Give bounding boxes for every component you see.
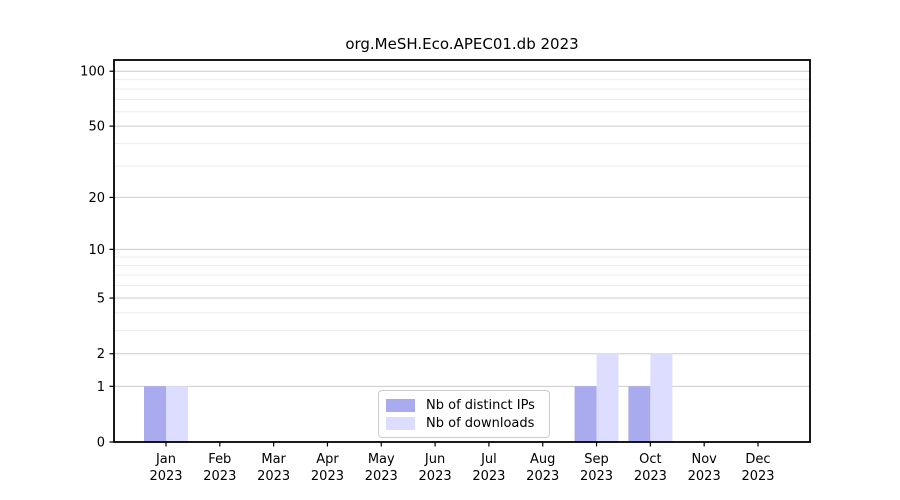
y-tick-label-20: 20 bbox=[88, 191, 105, 206]
legend: Nb of distinct IPs Nb of downloads bbox=[378, 390, 550, 438]
legend-swatch-distinct-ips bbox=[386, 398, 415, 412]
x-tick-label-month-aug: Aug bbox=[530, 452, 555, 467]
x-tick-label-month-sep: Sep bbox=[584, 452, 609, 467]
x-tick-label-year-nov: 2023 bbox=[688, 469, 721, 484]
x-tick-label-month-nov: Nov bbox=[691, 452, 717, 467]
legend-item-distinct-ips: Nb of distinct IPs bbox=[386, 397, 541, 413]
x-tick-label-year-dec: 2023 bbox=[741, 469, 774, 484]
x-tick-label-year-jul: 2023 bbox=[472, 469, 505, 484]
legend-item-downloads: Nb of downloads bbox=[386, 415, 541, 431]
legend-label-distinct-ips: Nb of distinct IPs bbox=[426, 397, 535, 413]
x-tick-label-year-jan: 2023 bbox=[149, 469, 182, 484]
bar-downloads-sep bbox=[596, 353, 619, 442]
bar-downloads-jan bbox=[166, 386, 188, 442]
y-tick-label-1: 1 bbox=[97, 380, 105, 395]
y-tick-label-100: 100 bbox=[80, 65, 105, 80]
legend-label-downloads: Nb of downloads bbox=[426, 415, 535, 431]
bar-downloads-oct bbox=[650, 353, 673, 442]
x-tick-label-month-jun: Jun bbox=[424, 452, 445, 467]
x-tick-label-month-jan: Jan bbox=[155, 452, 176, 467]
y-tick-label-0: 0 bbox=[97, 436, 105, 451]
chart-title: org.MeSH.Eco.APEC01.db 2023 bbox=[345, 35, 579, 53]
x-tick-label-month-feb: Feb bbox=[208, 452, 231, 467]
x-tick-label-month-may: May bbox=[368, 452, 395, 467]
bar-distinct-ips-oct bbox=[628, 386, 651, 442]
y-tick-label-10: 10 bbox=[88, 243, 105, 258]
x-tick-label-year-jun: 2023 bbox=[419, 469, 452, 484]
bar-distinct-ips-sep bbox=[574, 386, 597, 442]
x-tick-label-year-aug: 2023 bbox=[526, 469, 559, 484]
plot-border bbox=[113, 59, 811, 443]
x-tick-label-year-sep: 2023 bbox=[580, 469, 613, 484]
x-tick-label-month-jul: Jul bbox=[480, 452, 497, 467]
y-tick-label-50: 50 bbox=[88, 120, 105, 135]
x-tick-label-year-apr: 2023 bbox=[311, 469, 344, 484]
x-tick-label-month-apr: Apr bbox=[316, 452, 339, 467]
bar-distinct-ips-jan bbox=[144, 386, 166, 442]
x-tick-label-month-mar: Mar bbox=[261, 452, 286, 467]
y-tick-label-2: 2 bbox=[97, 347, 105, 362]
legend-swatch-downloads bbox=[386, 416, 415, 430]
x-tick-label-month-oct: Oct bbox=[639, 452, 661, 467]
y-tick-label-5: 5 bbox=[97, 292, 105, 307]
x-tick-label-year-mar: 2023 bbox=[257, 469, 290, 484]
x-tick-label-month-dec: Dec bbox=[745, 452, 770, 467]
x-tick-label-year-may: 2023 bbox=[365, 469, 398, 484]
x-tick-label-year-oct: 2023 bbox=[634, 469, 667, 484]
x-tick-label-year-feb: 2023 bbox=[203, 469, 236, 484]
